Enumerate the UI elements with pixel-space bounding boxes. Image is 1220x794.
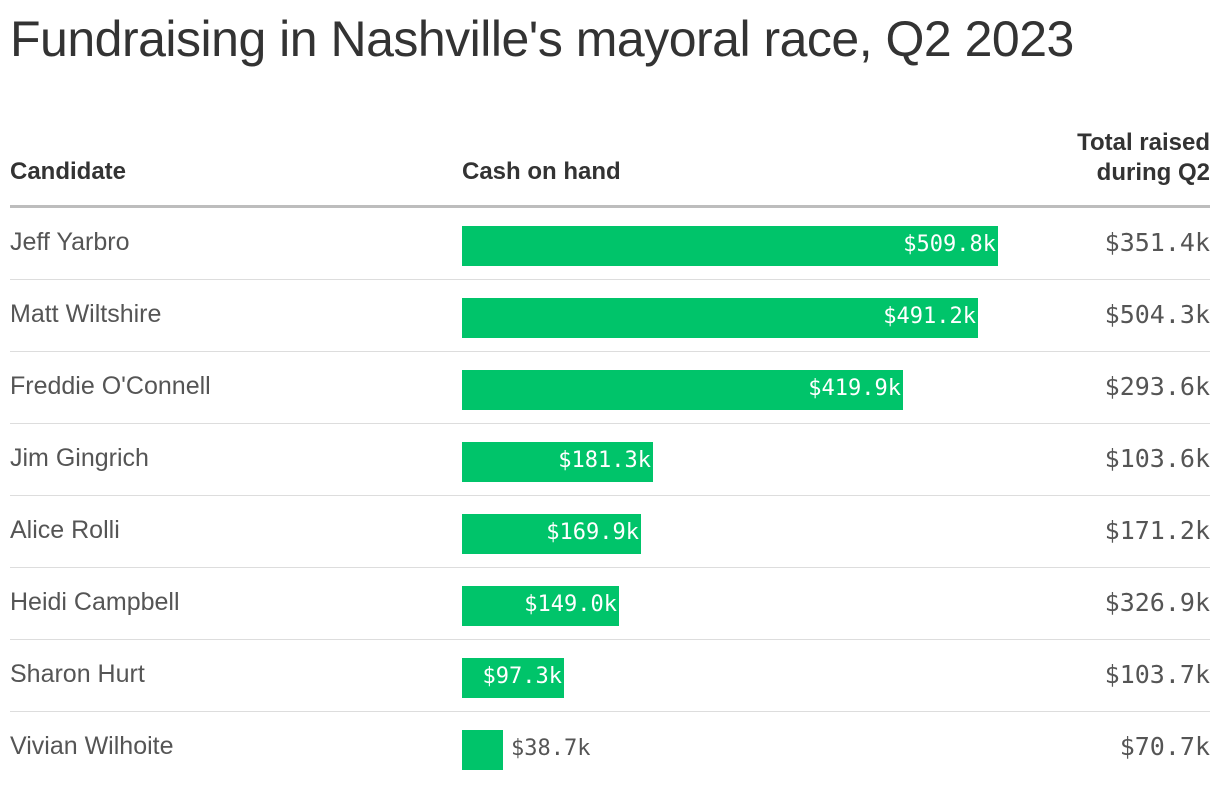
column-header-total-line1: Total raised <box>1077 129 1210 156</box>
row-divider <box>10 423 1210 424</box>
column-header-cash-on-hand: Cash on hand <box>462 158 621 185</box>
cash-on-hand-bar <box>462 514 641 554</box>
candidate-name: Jeff Yarbro <box>10 228 130 256</box>
total-raised-value: $351.4k <box>1104 228 1210 257</box>
table-row: Sharon Hurt $97.3k $103.7k <box>0 640 1220 712</box>
candidate-name: Freddie O'Connell <box>10 372 211 400</box>
total-raised-value: $70.7k <box>1119 732 1210 761</box>
candidate-name: Sharon Hurt <box>10 660 145 688</box>
cash-on-hand-label: $419.9k <box>808 376 901 401</box>
table-row: Vivian Wilhoite $38.7k $70.7k <box>0 712 1220 784</box>
table-body: Jeff Yarbro $509.8k $351.4k Matt Wiltshire $… <box>0 208 1220 784</box>
cash-on-hand-label: $491.2k <box>883 304 976 329</box>
total-raised-value: $103.7k <box>1104 660 1210 689</box>
column-header-total-line2: during Q2 <box>1096 159 1210 186</box>
row-divider <box>10 279 1210 280</box>
cash-on-hand-label: $169.9k <box>546 520 639 545</box>
candidate-name: Vivian Wilhoite <box>10 732 174 760</box>
candidate-name: Heidi Campbell <box>10 588 180 616</box>
total-raised-value: $103.6k <box>1104 444 1210 473</box>
table-row: Heidi Campbell $149.0k $326.9k <box>0 568 1220 640</box>
table-row: Freddie O'Connell $419.9k $293.6k <box>0 352 1220 424</box>
cash-on-hand-label: $38.7k <box>511 736 591 761</box>
cash-on-hand-label: $97.3k <box>482 664 562 689</box>
table-row: Jeff Yarbro $509.8k $351.4k <box>0 208 1220 280</box>
cash-on-hand-bar <box>462 298 978 338</box>
total-raised-value: $171.2k <box>1104 516 1210 545</box>
total-raised-value: $293.6k <box>1104 372 1210 401</box>
column-header-total-raised: Total raised during Q2 <box>1010 128 1210 188</box>
cash-on-hand-bar <box>462 442 653 482</box>
cash-on-hand-label: $149.0k <box>524 592 617 617</box>
row-divider <box>10 495 1210 496</box>
cash-on-hand-bar <box>462 226 998 266</box>
total-raised-value: $326.9k <box>1104 588 1210 617</box>
candidate-name: Alice Rolli <box>10 516 120 544</box>
cash-on-hand-label: $509.8k <box>903 232 996 257</box>
table-row: Alice Rolli $169.9k $171.2k <box>0 496 1220 568</box>
header-rule <box>10 205 1210 208</box>
total-raised-value: $504.3k <box>1104 300 1210 329</box>
cash-on-hand-bar <box>462 658 564 698</box>
candidate-name: Jim Gingrich <box>10 444 149 472</box>
chart-title: Fundraising in Nashville's mayoral race,… <box>10 11 1074 67</box>
candidate-name: Matt Wiltshire <box>10 300 162 328</box>
row-divider <box>10 351 1210 352</box>
row-divider <box>10 639 1210 640</box>
cash-on-hand-bar <box>462 586 619 626</box>
cash-on-hand-bar <box>462 370 903 410</box>
cash-on-hand-bar <box>462 730 503 770</box>
cash-on-hand-label: $181.3k <box>558 448 651 473</box>
row-divider <box>10 711 1210 712</box>
row-divider <box>10 567 1210 568</box>
table-row: Jim Gingrich $181.3k $103.6k <box>0 424 1220 496</box>
table-row: Matt Wiltshire $491.2k $504.3k <box>0 280 1220 352</box>
column-header-candidate: Candidate <box>10 158 127 185</box>
